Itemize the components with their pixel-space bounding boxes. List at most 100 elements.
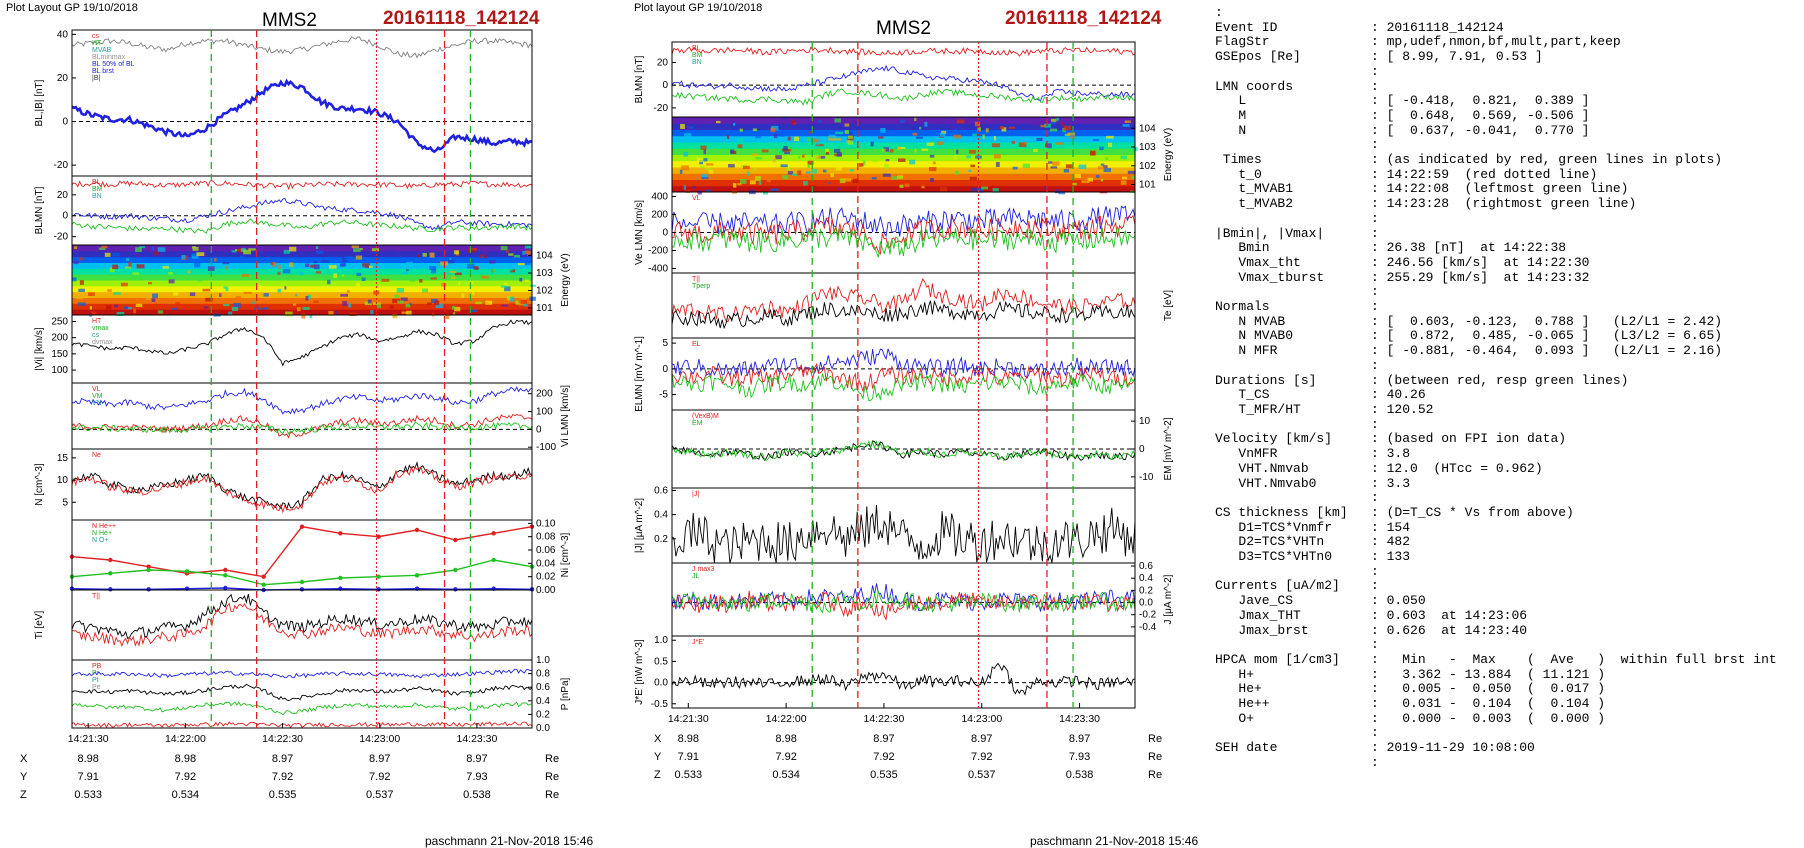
spectrogram-pixel xyxy=(231,250,237,253)
spectrogram-pixel xyxy=(807,163,810,168)
coord-value: 8.97 xyxy=(272,753,293,765)
spectrogram-pixel xyxy=(481,255,484,260)
spectrogram-pixel xyxy=(128,262,132,267)
spectrogram-pixel xyxy=(307,294,312,300)
spectrogram-pixel xyxy=(699,160,703,165)
spectrogram-pixel xyxy=(356,282,361,287)
data-point xyxy=(376,587,381,592)
series-line xyxy=(71,197,533,231)
spectrogram-pixel xyxy=(509,302,515,306)
spectrogram-pixel xyxy=(699,123,707,127)
spectrogram-pixel xyxy=(977,127,981,132)
coord-unit: Re xyxy=(545,789,559,800)
spectrogram-pixel xyxy=(1060,122,1065,126)
spectrogram-pixel xyxy=(370,310,374,315)
spectrogram-pixel xyxy=(321,260,329,263)
spectrogram-pixel xyxy=(883,147,890,152)
coord-value: 0.537 xyxy=(968,769,996,781)
spectrogram-band xyxy=(72,250,532,258)
series-line xyxy=(672,214,1136,255)
spectrogram-pixel xyxy=(342,274,345,278)
spectrogram-pixel xyxy=(396,287,405,293)
spectrogram-pixel xyxy=(768,148,776,152)
spectrogram-pixel xyxy=(779,150,783,154)
y-tick-label: 0.10 xyxy=(536,518,556,529)
spectrogram-band xyxy=(72,291,532,298)
spectrogram-pixel xyxy=(381,278,390,282)
y-tick-label: 104 xyxy=(1139,123,1156,134)
spectrogram-pixel xyxy=(480,275,489,279)
spectrogram-pixel xyxy=(916,155,921,159)
y-tick-label: -100 xyxy=(536,442,556,453)
spectrogram-pixel xyxy=(1051,118,1057,123)
spectrogram-pixel xyxy=(261,307,269,310)
coord-value: 7.91 xyxy=(678,751,699,763)
spectrogram-pixel xyxy=(79,280,84,285)
spectrogram-pixel xyxy=(862,160,866,166)
x-tick-label: 14:23:30 xyxy=(456,733,497,745)
x-tick-label: 14:23:00 xyxy=(359,733,400,745)
coord-value: 0.535 xyxy=(870,769,898,781)
spectrogram-pixel xyxy=(817,120,822,123)
spectrogram-pixel xyxy=(1054,189,1060,194)
spectrogram-pixel xyxy=(1044,185,1048,191)
spectrogram-pixel xyxy=(956,119,965,124)
spectrogram-pixel xyxy=(992,188,999,193)
y-axis-label: J [μA m^-2] xyxy=(1163,574,1174,624)
series-line xyxy=(671,590,1136,614)
spectrogram-pixel xyxy=(89,306,93,310)
spectrogram-pixel xyxy=(1074,173,1081,178)
y-tick-label: 10 xyxy=(57,475,69,486)
spectrogram-pixel xyxy=(914,117,917,121)
spectrogram-pixel xyxy=(500,246,508,251)
spectrogram-pixel xyxy=(932,161,936,165)
spectrogram-pixel xyxy=(506,250,510,253)
spectrogram-pixel xyxy=(342,257,347,263)
spectrogram-pixel xyxy=(373,290,380,295)
coord-value: 8.98 xyxy=(775,733,796,745)
spectrogram-pixel xyxy=(739,128,743,132)
coord-row-label: Z xyxy=(20,789,27,800)
spectrogram-pixel xyxy=(787,136,791,141)
spectrogram-pixel xyxy=(124,266,132,269)
series-line xyxy=(71,668,532,679)
spectrogram-band xyxy=(72,256,532,263)
spectrogram-pixel xyxy=(475,301,482,305)
spectrogram-pixel xyxy=(943,158,951,161)
spectrogram-pixel xyxy=(367,299,372,304)
y-axis-label: BL,|B| [nT] xyxy=(34,79,45,126)
spectrogram-pixel xyxy=(400,297,408,302)
spectrogram-pixel xyxy=(898,146,906,149)
spectrogram-pixel xyxy=(807,160,814,165)
spectrogram-pixel xyxy=(844,123,850,127)
spectrogram-pixel xyxy=(241,273,250,277)
spectrogram-pixel xyxy=(112,282,120,287)
spectrogram-pixel xyxy=(305,296,309,301)
spectrogram-pixel xyxy=(257,285,262,288)
spectrogram-pixel xyxy=(342,301,348,306)
data-point xyxy=(376,534,381,539)
left-footer-credit: paschmann 21-Nov-2018 15:46 xyxy=(425,834,594,848)
spectrogram-pixel xyxy=(705,189,711,193)
spectrogram-pixel xyxy=(1022,163,1030,168)
y-tick-label: -0.4 xyxy=(1139,622,1157,633)
data-point xyxy=(299,524,305,529)
spectrogram-pixel xyxy=(112,264,119,270)
spectrogram-pixel xyxy=(252,301,255,304)
spectrogram-pixel xyxy=(346,290,350,293)
spectrogram-pixel xyxy=(1103,168,1112,173)
spectrogram-pixel xyxy=(139,246,146,249)
spectrogram-pixel xyxy=(1106,135,1114,139)
y-tick-label: -20 xyxy=(54,160,69,171)
spectrogram-pixel xyxy=(113,292,121,295)
data-point xyxy=(414,573,420,578)
spectrogram-pixel xyxy=(78,257,84,261)
legend-entry: Pt xyxy=(92,677,99,684)
spectrogram-pixel xyxy=(891,176,898,180)
y-tick-label: 0.4 xyxy=(1139,573,1153,584)
y-axis-label: Vi LMN [km/s] xyxy=(560,385,571,447)
spectrogram-pixel xyxy=(680,123,685,129)
spectrogram-pixel xyxy=(471,309,478,313)
